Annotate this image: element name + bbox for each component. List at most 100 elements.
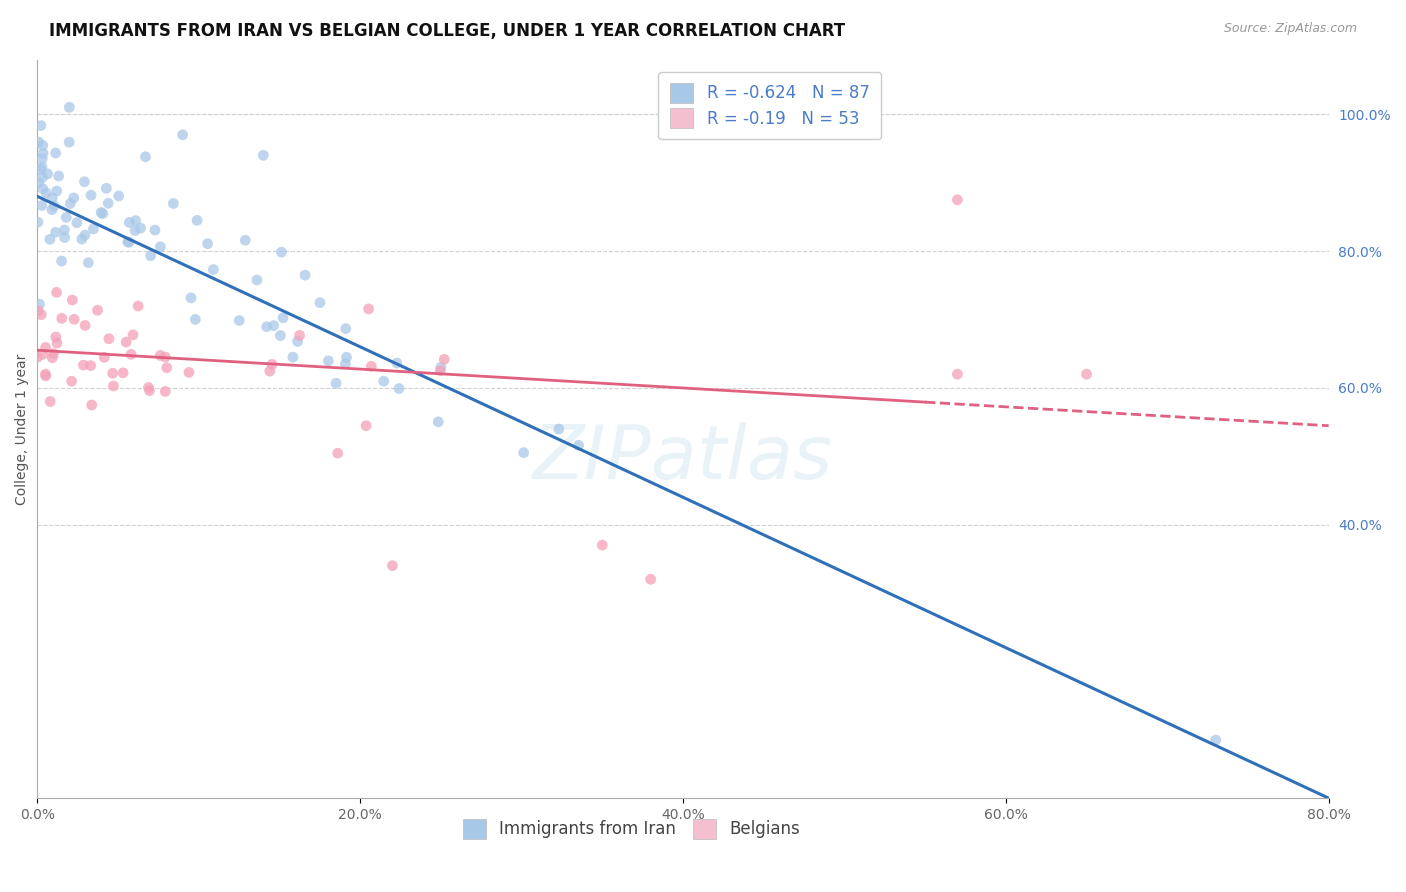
- Point: [118, 215, 141, 229]
- Point: [31, 182, 53, 196]
- Point: [373, 374, 395, 388]
- Point: [256, 319, 278, 334]
- Point: [41, 191, 63, 205]
- Point: [427, 415, 450, 429]
- Point: [31, 198, 53, 212]
- Point: [388, 382, 411, 396]
- Point: [70, 232, 93, 246]
- Point: [59, 196, 82, 211]
- Point: [39, 232, 62, 246]
- Point: [547, 422, 569, 436]
- Point: [62, 191, 84, 205]
- Point: [60, 374, 83, 388]
- Point: [326, 446, 349, 460]
- Point: [91, 207, 114, 221]
- Point: [46, 336, 69, 351]
- Y-axis label: College, Under 1 year: College, Under 1 year: [15, 353, 30, 505]
- Point: [97, 332, 120, 346]
- Point: [124, 213, 146, 227]
- Point: [433, 352, 456, 367]
- Point: [143, 223, 166, 237]
- Point: [259, 364, 281, 378]
- Legend: Immigrants from Iran, Belgians: Immigrants from Iran, Belgians: [456, 813, 807, 846]
- Point: [58, 100, 80, 114]
- Point: [591, 538, 613, 552]
- Point: [946, 367, 969, 381]
- Point: [318, 353, 340, 368]
- Point: [149, 348, 172, 362]
- Point: [79, 359, 101, 373]
- Text: IMMIGRANTS FROM IRAN VS BELGIAN COLLEGE, UNDER 1 YEAR CORRELATION CHART: IMMIGRANTS FROM IRAN VS BELGIAN COLLEGE,…: [49, 22, 845, 40]
- Point: [233, 233, 256, 247]
- Point: [309, 295, 332, 310]
- Point: [31, 170, 53, 185]
- Point: [30, 119, 52, 133]
- Point: [53, 223, 76, 237]
- Point: [45, 184, 67, 198]
- Point: [28, 297, 51, 311]
- Point: [512, 445, 534, 459]
- Point: [107, 189, 129, 203]
- Point: [1205, 733, 1227, 747]
- Point: [45, 330, 67, 344]
- Point: [90, 205, 112, 219]
- Point: [335, 357, 357, 371]
- Point: [640, 572, 662, 586]
- Point: [357, 301, 380, 316]
- Point: [27, 303, 49, 318]
- Point: [946, 193, 969, 207]
- Point: [35, 186, 58, 200]
- Point: [112, 366, 135, 380]
- Point: [30, 162, 52, 177]
- Point: [73, 175, 96, 189]
- Point: [153, 350, 176, 364]
- Point: [31, 160, 53, 174]
- Point: [252, 148, 274, 162]
- Point: [124, 224, 146, 238]
- Point: [31, 347, 53, 361]
- Point: [138, 384, 160, 398]
- Point: [202, 262, 225, 277]
- Point: [101, 366, 124, 380]
- Point: [41, 351, 63, 365]
- Point: [60, 293, 83, 307]
- Point: [260, 358, 283, 372]
- Point: [37, 167, 59, 181]
- Text: Source: ZipAtlas.com: Source: ZipAtlas.com: [1223, 22, 1357, 36]
- Point: [45, 146, 67, 161]
- Point: [180, 291, 202, 305]
- Point: [66, 216, 89, 230]
- Point: [73, 318, 96, 333]
- Point: [127, 299, 149, 313]
- Point: [73, 228, 96, 243]
- Point: [430, 360, 453, 375]
- Point: [335, 350, 357, 364]
- Point: [45, 225, 67, 239]
- Point: [28, 176, 51, 190]
- Point: [155, 384, 177, 399]
- Point: [51, 254, 73, 268]
- Point: [186, 213, 208, 227]
- Point: [567, 438, 589, 452]
- Point: [39, 394, 62, 409]
- Point: [294, 268, 316, 282]
- Point: [34, 341, 56, 355]
- Point: [103, 379, 125, 393]
- Point: [58, 135, 80, 149]
- Point: [27, 350, 49, 364]
- Point: [360, 359, 382, 374]
- Point: [117, 235, 139, 249]
- Point: [48, 169, 70, 183]
- Point: [86, 303, 108, 318]
- Point: [288, 328, 311, 343]
- Point: [41, 202, 63, 217]
- Point: [281, 350, 304, 364]
- Point: [270, 245, 292, 260]
- Point: [271, 310, 294, 325]
- Point: [120, 347, 142, 361]
- Point: [115, 334, 138, 349]
- Point: [354, 418, 377, 433]
- Point: [177, 365, 200, 379]
- Point: [287, 334, 309, 349]
- Point: [42, 346, 65, 360]
